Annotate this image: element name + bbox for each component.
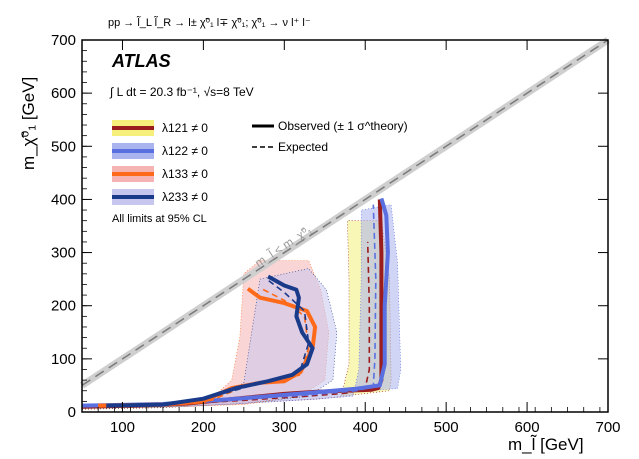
x-tick-label: 600: [515, 419, 540, 436]
y-tick-label: 700: [51, 32, 76, 49]
legend: λ121 ≠ 0 λ122 ≠ 0 λ133 ≠ 0 λ233 ≠ 0 Observed…: [112, 119, 408, 205]
x-tick-label: 500: [434, 419, 459, 436]
observed-limit-0: [82, 199, 381, 406]
x-tick-label: 200: [191, 419, 216, 436]
process-label: pp → l̃_L l̃_R → l± χ̃⁰₁ l∓ χ̃⁰₁; χ̃⁰₁ →…: [108, 16, 311, 29]
legend-label-1: λ122 ≠ 0: [162, 144, 208, 158]
legend-label-0: λ121 ≠ 0: [162, 121, 208, 135]
y-tick-label: 100: [51, 351, 76, 368]
x-tick-label: 700: [595, 419, 620, 436]
y-tick-label: 400: [51, 191, 76, 208]
y-tick-label: 300: [51, 245, 76, 262]
theory-band-3: [98, 269, 337, 408]
luminosity-label: ∫ L dt = 20.3 fb⁻¹, √s=8 TeV: [109, 85, 254, 99]
legend-expected-label: Expected: [278, 140, 328, 154]
y-tick-label: 600: [51, 85, 76, 102]
x-axis-title: m_l̃ [GeV]: [508, 434, 584, 454]
y-axis-title: m_χ̃⁰₁ [GeV]: [19, 77, 38, 170]
legend-label-2: λ133 ≠ 0: [162, 167, 208, 181]
y-tick-label: 200: [51, 298, 76, 315]
x-tick-label: 100: [110, 419, 135, 436]
y-tick-label: 0: [68, 404, 76, 421]
atlas-label: ATLAS: [111, 51, 171, 71]
x-tick-label: 300: [272, 419, 297, 436]
legend-observed-label: Observed (± 1 σ^theory): [278, 119, 408, 133]
cl-note: All limits at 95% CL: [112, 213, 207, 225]
legend-label-3: λ233 ≠ 0: [162, 190, 208, 204]
uncertainty-bands: [82, 205, 401, 410]
x-tick-label: 400: [353, 419, 378, 436]
y-tick-label: 500: [51, 138, 76, 155]
